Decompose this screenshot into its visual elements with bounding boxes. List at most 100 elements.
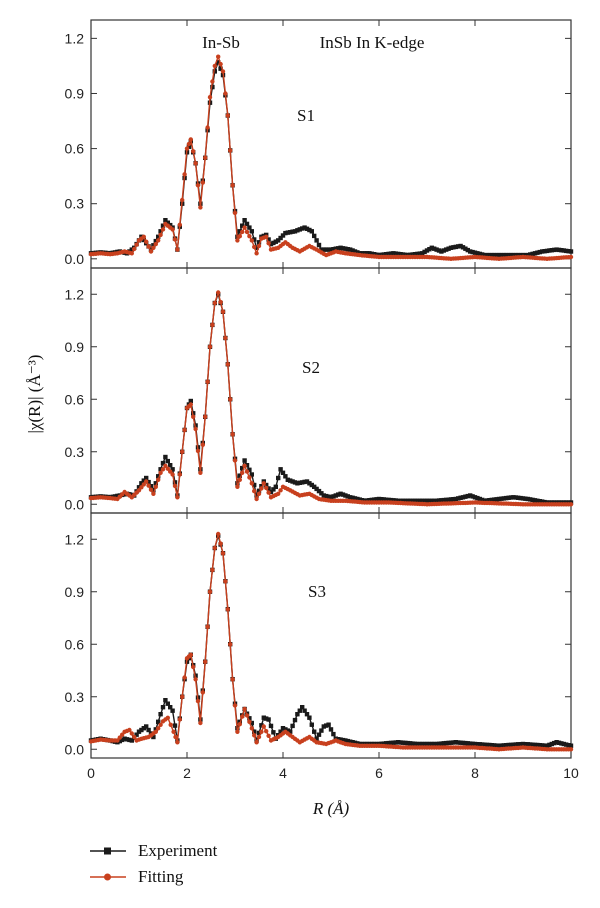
data-point-experiment [148,484,154,489]
data-point-experiment [506,495,511,500]
data-point-experiment [420,741,425,747]
data-point-experiment [408,498,413,503]
data-point-fitting [242,463,247,468]
data-point-experiment [240,223,245,228]
data-point-experiment [280,470,286,475]
data-point-experiment [168,705,173,710]
data-point-experiment [422,741,427,747]
data-point-experiment [444,497,449,503]
data-point-experiment [369,251,374,256]
data-point-fitting [172,483,178,489]
data-point-fitting [198,205,203,210]
data-point-experiment [398,252,403,257]
data-point-experiment [319,247,324,252]
data-point-fitting [210,79,215,84]
data-point-fitting [195,448,201,454]
x-tick-label: 4 [279,765,287,781]
data-point-experiment [475,742,480,747]
data-point-experiment [405,740,410,746]
y-tick-label: 0.0 [65,741,85,757]
data-point-experiment [417,251,422,256]
data-point-experiment [436,741,442,746]
data-point-experiment [456,496,461,501]
data-point-experiment [156,234,161,239]
data-point-experiment [432,246,437,251]
data-point-fitting [264,234,269,239]
data-point-experiment [256,730,262,736]
data-point-experiment [434,247,439,252]
data-point-experiment [163,218,168,223]
data-point-fitting [261,724,266,729]
data-point-experiment [324,493,329,499]
data-point-experiment [384,497,389,502]
data-point-experiment [295,481,300,486]
data-point-experiment [146,727,151,733]
data-point-experiment [163,698,168,703]
data-point-experiment [386,740,391,746]
data-point-experiment [448,740,454,745]
data-point-experiment [160,460,166,466]
data-point-fitting [247,719,252,724]
data-point-experiment [460,740,466,746]
data-point-fitting [191,149,196,154]
data-point-fitting [153,729,158,734]
data-point-fitting [235,729,240,734]
data-point-fitting [237,477,242,482]
data-point-experiment [297,480,302,485]
data-point-experiment [333,493,338,498]
data-point-experiment [451,497,456,502]
data-point-experiment [393,740,398,745]
data-point-experiment [434,741,439,747]
data-point-experiment [492,743,497,748]
data-point-experiment [158,467,163,472]
data-point-fitting [212,300,217,306]
data-point-experiment [141,237,146,243]
data-point-experiment [537,743,542,748]
data-point-experiment [415,251,420,257]
data-point-fitting [144,239,149,244]
data-point-experiment [122,736,127,741]
data-point-experiment [352,249,358,254]
data-point-experiment [343,738,348,743]
data-point-fitting [254,496,259,502]
data-point-experiment [458,740,463,745]
data-point-experiment [470,741,475,746]
data-point-experiment [516,495,521,500]
data-point-experiment [249,472,254,477]
data-point-experiment [266,237,271,242]
data-point-fitting [188,402,193,407]
data-point-experiment [412,498,418,503]
data-point-experiment [388,251,394,256]
data-point-fitting [223,579,228,584]
data-point-experiment [122,492,127,497]
data-point-experiment [530,497,535,503]
data-point-experiment [420,498,425,503]
data-point-experiment [237,229,242,234]
data-point-experiment [372,252,377,257]
data-point-fitting [207,95,213,100]
data-point-experiment [247,716,252,721]
data-point-fitting [156,477,161,482]
data-point-experiment [242,458,247,463]
data-point-fitting [120,732,125,737]
data-point-experiment [535,498,540,503]
data-point-experiment [544,248,550,254]
data-point-fitting [175,740,180,745]
data-point-experiment [448,497,454,502]
data-point-experiment [552,740,557,746]
data-point-experiment [525,742,530,747]
data-point-fitting [212,63,217,69]
data-point-experiment [511,742,516,747]
data-point-experiment [508,252,514,258]
data-point-fitting [259,486,264,491]
data-point-experiment [398,740,403,745]
data-point-experiment [520,741,526,747]
data-point-fitting [205,379,210,384]
data-point-fitting [237,722,242,727]
data-point-experiment [489,252,494,258]
data-point-fitting [193,426,198,432]
data-point-fitting [129,731,134,736]
data-point-experiment [432,498,437,503]
data-point-experiment [427,741,432,747]
data-point-fitting [266,241,271,246]
